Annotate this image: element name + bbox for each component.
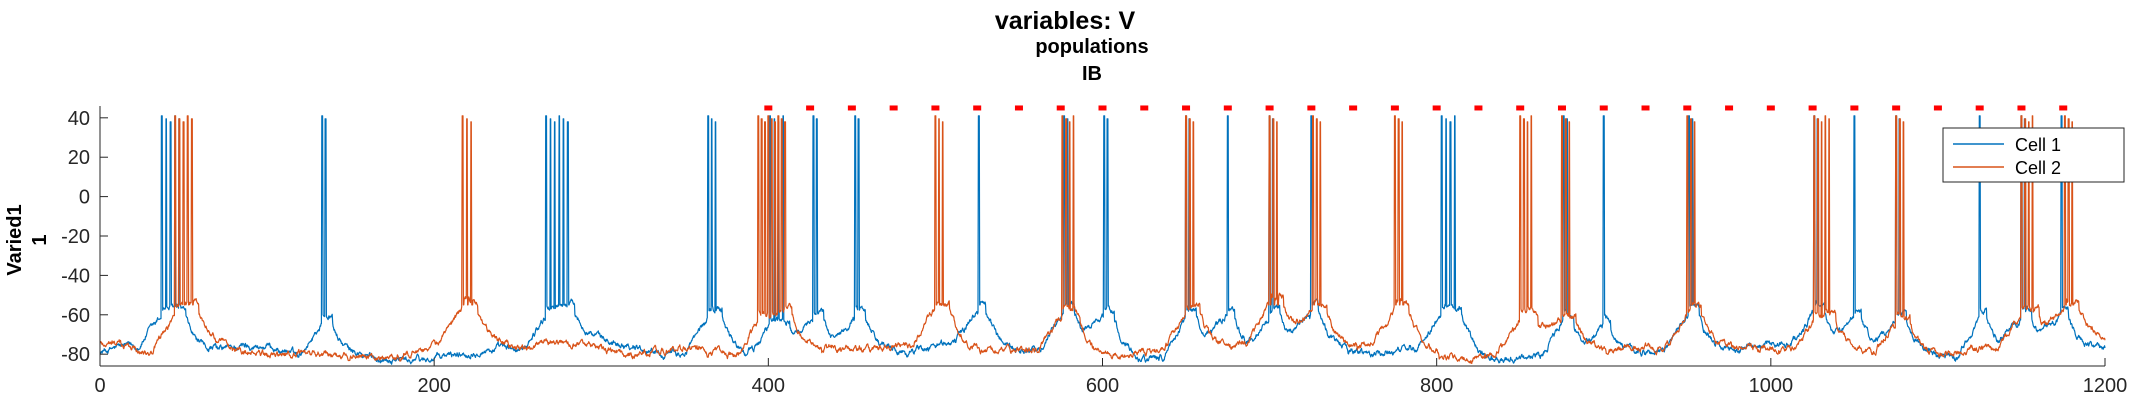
y-tick-label: 40 xyxy=(68,108,90,130)
y-axis-label: Varied1 1 xyxy=(4,204,51,275)
stimulus-marker xyxy=(1056,105,1065,111)
stimulus-marker xyxy=(1933,105,1942,111)
y-tick-label: -20 xyxy=(61,226,90,248)
x-tick-label: 200 xyxy=(417,375,450,397)
x-tick-label: 600 xyxy=(1086,375,1119,397)
stimulus-marker xyxy=(1140,105,1149,111)
stimulus-marker xyxy=(889,105,898,111)
stimulus-marker xyxy=(1432,105,1441,111)
stimulus-marker xyxy=(1683,105,1692,111)
series-line-cell-2 xyxy=(99,115,2106,364)
legend: Cell 1 Cell 2 xyxy=(1942,127,2125,183)
stimulus-marker xyxy=(1516,105,1525,111)
y-axis-label-line1: Varied1 xyxy=(4,204,26,275)
legend-label-cell1: Cell 1 xyxy=(2015,135,2061,155)
chart-subtitle: populations xyxy=(1035,36,1148,58)
x-tick-label: 400 xyxy=(752,375,785,397)
stimulus-marker xyxy=(1474,105,1483,111)
y-tick-label: 0 xyxy=(79,187,90,209)
y-tick-label: 20 xyxy=(68,147,90,169)
stimulus-marker xyxy=(931,105,940,111)
x-tick-label: 800 xyxy=(1420,375,1453,397)
legend-box xyxy=(1942,127,2125,183)
stimulus-marker xyxy=(973,105,982,111)
x-tick-label: 1200 xyxy=(2083,375,2128,397)
stimulus-marker xyxy=(1349,105,1358,111)
stimulus-marker xyxy=(2017,105,2026,111)
stimulus-marker xyxy=(1599,105,1608,111)
stimulus-marker xyxy=(1766,105,1775,111)
stimulus-marker xyxy=(1557,105,1566,111)
stimulus-marker xyxy=(2059,105,2068,111)
stimulus-marker xyxy=(1390,105,1399,111)
stimulus-marker xyxy=(847,105,856,111)
x-tick-label: 1000 xyxy=(1749,375,1794,397)
y-axis-label-line2: 1 xyxy=(29,234,51,245)
y-tick-label: -80 xyxy=(61,344,90,366)
stimulus-marker xyxy=(764,105,773,111)
stimulus-marker xyxy=(806,105,815,111)
stimulus-marker xyxy=(1307,105,1316,111)
stimulus-marker xyxy=(1014,105,1023,111)
stimulus-marker xyxy=(1223,105,1232,111)
stimulus-marker xyxy=(1265,105,1274,111)
chart-title: variables: V xyxy=(995,7,1136,35)
stimulus-marker xyxy=(1975,105,1984,111)
y-tick-label: -60 xyxy=(61,305,90,327)
stimulus-marker xyxy=(1098,105,1107,111)
series-line-cell-1 xyxy=(99,115,2106,365)
stimulus-marker xyxy=(1725,105,1734,111)
stimulus-marker xyxy=(1182,105,1191,111)
chart-subtitle-population: IB xyxy=(1082,63,1102,85)
legend-label-cell2: Cell 2 xyxy=(2015,158,2061,178)
stimulus-marker xyxy=(1641,105,1650,111)
stimulus-marker xyxy=(1808,105,1817,111)
stimulus-marker xyxy=(1850,105,1859,111)
x-tick-label: 0 xyxy=(94,375,105,397)
stimulus-marker xyxy=(1892,105,1901,111)
y-tick-label: -40 xyxy=(61,265,90,287)
